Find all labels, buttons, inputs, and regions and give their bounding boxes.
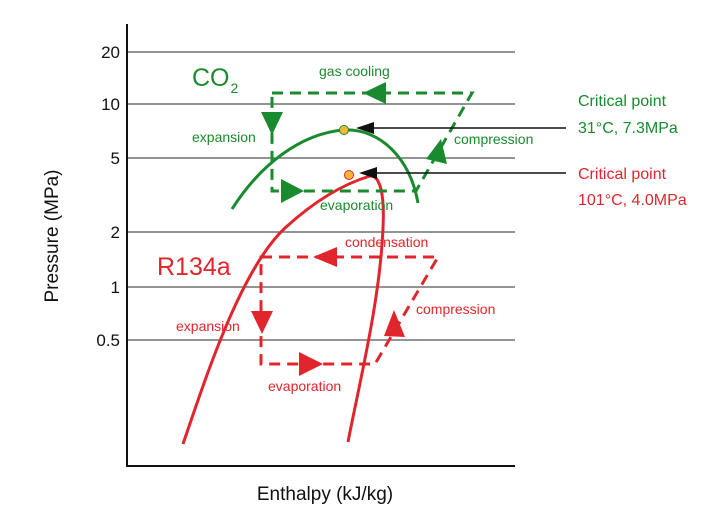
r134a-compression-label: compression	[416, 301, 495, 317]
co2-critical-pointer-head	[356, 122, 374, 134]
critical-point-pointers	[356, 122, 566, 179]
r134a-evaporation-arrow	[299, 352, 323, 376]
co2-evaporation-label: evaporation	[320, 197, 393, 213]
y-tick-2: 2	[111, 223, 120, 242]
x-axis-label: Enthalpy (kJ/kg)	[257, 484, 393, 505]
y-tick-5: 5	[111, 149, 120, 168]
co2-critical-point-value: 31°C, 7.3MPa	[578, 120, 678, 137]
y-axis-label: Pressure (MPa)	[42, 169, 63, 302]
y-tick-10: 10	[101, 95, 120, 114]
y-tick-labels: 20 10 5 2 1 0.5	[96, 43, 120, 350]
r134a-expansion-arrow	[251, 311, 273, 334]
r134a-critical-point-marker	[344, 170, 354, 180]
co2-cycle-path	[270, 91, 475, 193]
r134a-saturation-dome	[181, 174, 385, 445]
co2-gas-cooling-arrow	[363, 82, 386, 104]
co2-expansion-arrow	[261, 112, 283, 135]
r134a-condensation-arrow	[313, 247, 337, 267]
co2-critical-point-marker	[339, 125, 349, 135]
y-tick-0.5: 0.5	[96, 331, 120, 350]
r134a-critical-point-value: 101°C, 4.0MPa	[578, 192, 687, 209]
r134a-compression-arrow	[384, 310, 405, 337]
r134a-evaporation-label: evaporation	[268, 378, 341, 394]
co2-critical-point-title: Critical point	[578, 93, 667, 110]
grid	[127, 51, 515, 341]
r134a-critical-pointer-head	[359, 167, 377, 179]
co2-compression-arrow	[426, 139, 447, 164]
co2-name: CO2	[192, 64, 239, 96]
co2-name-main: CO	[192, 64, 230, 92]
co2-gas-cooling-label: gas cooling	[319, 63, 390, 79]
r134a-condensation-label: condensation	[345, 234, 428, 250]
axes	[126, 24, 515, 467]
co2-expansion-label: expansion	[192, 129, 256, 145]
r134a-critical-point-title: Critical point	[578, 166, 667, 183]
y-tick-1: 1	[111, 278, 120, 297]
co2-evaporation-arrow	[281, 179, 304, 203]
r134a-name: R134a	[157, 253, 231, 281]
co2-name-subscript: 2	[231, 80, 239, 96]
y-tick-20: 20	[101, 43, 120, 62]
r134a-cycle	[181, 174, 441, 445]
r134a-cycle-path	[259, 255, 441, 366]
co2-compression-label: compression	[454, 131, 533, 147]
r134a-expansion-label: expansion	[176, 318, 240, 334]
